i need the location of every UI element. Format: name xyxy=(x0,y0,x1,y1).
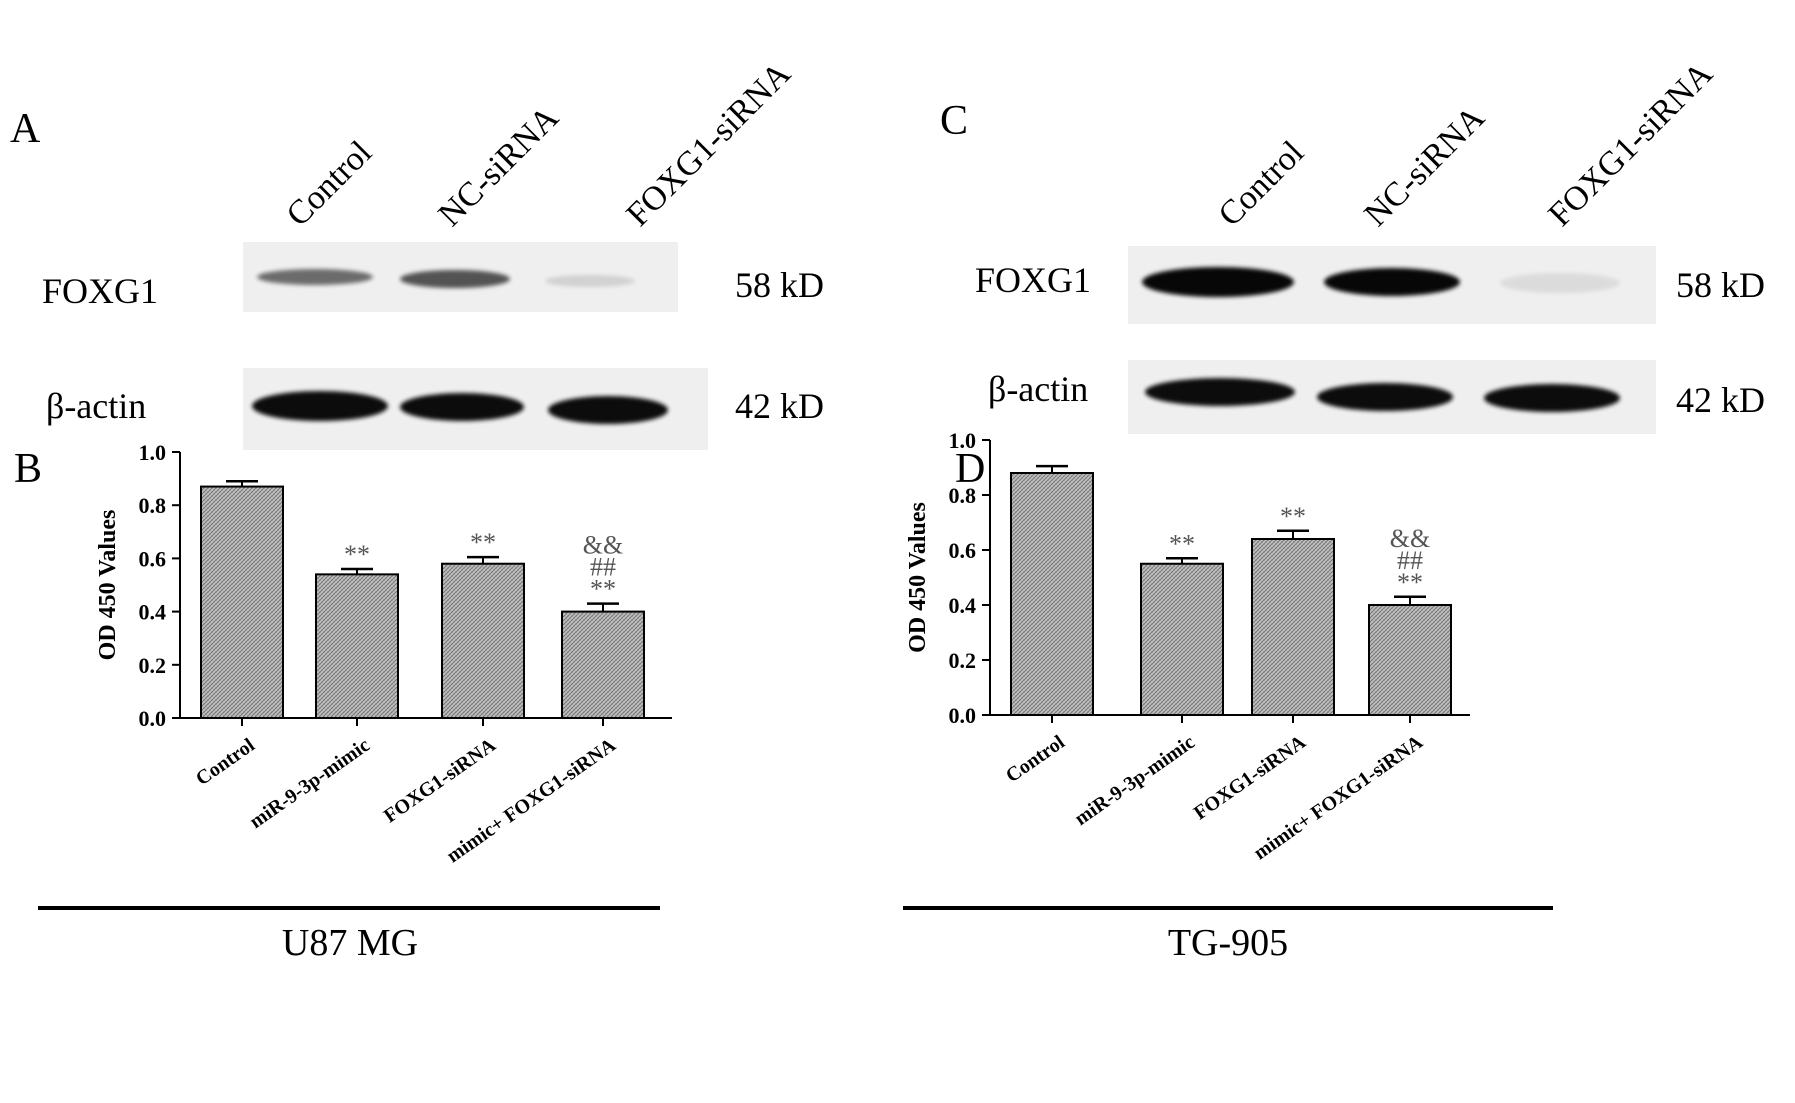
protein-label-foxg1: FOXG1 xyxy=(975,260,1091,300)
significance-marker: && xyxy=(583,531,623,560)
lane-label: NC-siRNA xyxy=(431,99,566,234)
band xyxy=(1317,383,1453,411)
significance-marker: ** xyxy=(1169,529,1195,558)
band xyxy=(257,269,373,285)
lane-label: FOXG1-siRNA xyxy=(1541,55,1720,234)
y-tick-label: 0.4 xyxy=(139,600,167,625)
size-label: 58 kD xyxy=(735,265,824,305)
significance-marker: ** xyxy=(344,540,370,569)
y-tick-label: 0.6 xyxy=(139,546,167,571)
band-row-foxg1-c xyxy=(1142,267,1620,297)
band xyxy=(1324,268,1460,296)
bar xyxy=(315,573,399,719)
band xyxy=(400,270,510,288)
group-label: U87 MG xyxy=(282,922,418,964)
significance-marker: ** xyxy=(1280,502,1306,531)
x-tick-label: FOXG1-siRNA xyxy=(380,734,500,828)
protein-label-actin: β-actin xyxy=(988,369,1088,409)
y-tick-label: 0.8 xyxy=(949,483,977,508)
bar xyxy=(1140,562,1224,716)
lane-label: NC-siRNA xyxy=(1357,99,1492,234)
y-tick-label: 0.2 xyxy=(949,648,977,673)
panel-label-c: C xyxy=(940,98,968,144)
y-tick-label: 0.0 xyxy=(949,703,977,728)
band xyxy=(1500,273,1620,293)
band-row-actin-c xyxy=(1145,378,1620,412)
x-tick-label: FOXG1-siRNA xyxy=(1190,731,1310,825)
panel-label-a: A xyxy=(10,106,41,152)
size-label: 42 kD xyxy=(1676,380,1765,420)
y-axis-label: OD 450 Values xyxy=(905,502,931,653)
band-row-foxg1-a xyxy=(257,269,635,288)
x-tick-label: Control xyxy=(192,734,259,790)
chart-d: 0.0 0.2 0.4 0.6 0.8 1.0 OD 450 Values Control **… xyxy=(903,428,1553,964)
y-tick-label: 1.0 xyxy=(139,440,167,465)
y-axis-label: OD 450 Values xyxy=(95,510,121,661)
band xyxy=(1484,384,1620,412)
protein-label-foxg1: FOXG1 xyxy=(42,271,158,311)
band xyxy=(400,393,524,421)
blot-panel-c: Control NC-siRNA FOXG1-siRNA FOXG1 58 kD… xyxy=(975,55,1765,434)
panel-label-b: B xyxy=(14,446,42,492)
significance-marker: ## xyxy=(590,553,616,582)
y-tick-label: 1.0 xyxy=(949,428,977,453)
lane-label: Control xyxy=(279,134,379,234)
chart-b: 0.0 0.2 0.4 0.6 0.8 1.0 OD 450 Values Control **… xyxy=(38,440,672,964)
bar xyxy=(441,562,525,719)
protein-label-actin: β-actin xyxy=(46,386,146,426)
group-label: TG-905 xyxy=(1168,922,1288,964)
size-label: 42 kD xyxy=(735,386,824,426)
band xyxy=(252,391,388,421)
x-tick-label: miR-9-3p-mimic xyxy=(1071,731,1199,830)
size-label: 58 kD xyxy=(1676,265,1765,305)
x-tick-label: miR-9-3p-mimic xyxy=(246,734,374,833)
band-row-actin-a xyxy=(252,391,668,424)
significance-marker: ** xyxy=(590,575,616,604)
y-tick-label: 0.6 xyxy=(949,538,977,563)
band xyxy=(545,275,635,287)
lane-label: FOXG1-siRNA xyxy=(619,55,798,234)
band xyxy=(548,396,668,424)
panel-label-d: D xyxy=(955,446,985,492)
band xyxy=(1142,267,1294,297)
significance-marker: && xyxy=(1390,524,1430,553)
lane-label: Control xyxy=(1211,134,1311,234)
bar xyxy=(1368,604,1452,716)
band xyxy=(1145,378,1295,406)
bar xyxy=(1251,538,1335,716)
y-tick-label: 0.0 xyxy=(139,706,167,731)
bar xyxy=(561,610,645,719)
significance-marker: ## xyxy=(1397,546,1423,575)
y-tick-label: 0.4 xyxy=(949,593,977,618)
y-tick-label: 0.2 xyxy=(139,653,167,678)
bar xyxy=(200,485,284,719)
significance-marker: ** xyxy=(1397,568,1423,597)
y-tick-label: 0.8 xyxy=(139,493,167,518)
bar xyxy=(1010,472,1094,716)
blot-panel-a: Control NC-siRNA FOXG1-siRNA FOXG1 58 kD… xyxy=(42,55,824,450)
significance-marker: ** xyxy=(470,528,496,557)
x-tick-label: Control xyxy=(1002,731,1069,787)
